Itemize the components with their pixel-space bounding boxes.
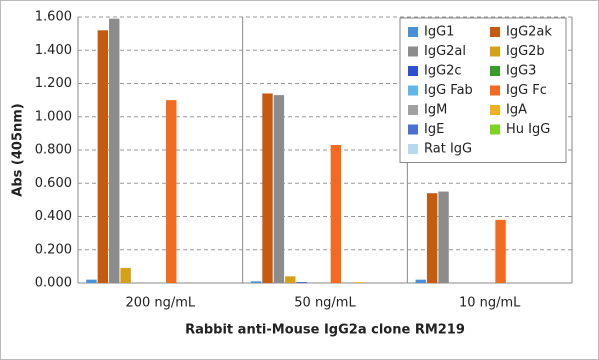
legend-swatch: [408, 66, 418, 76]
legend-label: IgG3: [506, 64, 536, 79]
bar: [330, 145, 342, 283]
legend-label: IgG2ak: [506, 25, 552, 40]
y-tick-label: 1.600: [35, 10, 72, 25]
legend-swatch: [490, 105, 500, 115]
x-tick-label: 200 ng/mL: [125, 296, 195, 311]
y-tick-label: 0.400: [35, 209, 72, 224]
legend-swatch: [408, 144, 418, 154]
legend-label: IgG2al: [424, 44, 466, 59]
legend-label: IgG2c: [424, 64, 462, 79]
legend-swatch: [490, 124, 500, 135]
legend-label: IgM: [424, 103, 447, 118]
legend-label: IgG Fab: [424, 83, 473, 98]
y-tick-label: 1.200: [35, 76, 72, 91]
legend-label: IgA: [506, 103, 527, 118]
x-axis-label: Rabbit anti-Mouse IgG2a clone RM219: [185, 323, 465, 338]
legend-swatch: [408, 105, 418, 115]
bar: [296, 282, 307, 283]
legend-swatch: [408, 85, 418, 96]
bar: [109, 18, 120, 283]
legend-swatch: [490, 46, 500, 57]
bar: [273, 95, 285, 283]
x-tick-label: 50 ng/mL: [294, 296, 356, 311]
legend-swatch: [408, 46, 418, 57]
bar: [353, 282, 364, 283]
legend-swatch: [490, 66, 500, 76]
bar: [438, 191, 449, 283]
x-tick-label: 10 ng/mL: [459, 296, 521, 311]
bar: [86, 279, 97, 283]
legend-label: Hu IgG: [506, 122, 550, 137]
y-tick-label: 0.000: [35, 276, 72, 291]
legend-label: IgG Fc: [506, 83, 547, 98]
bar: [415, 279, 426, 283]
legend-swatch: [490, 27, 500, 37]
legend-swatch: [408, 27, 418, 37]
y-tick-label: 1.000: [35, 109, 72, 124]
legend-box: [399, 17, 567, 163]
bar: [120, 268, 131, 283]
legend-label: IgG1: [424, 25, 454, 40]
bar: [166, 100, 177, 283]
y-tick-label: 0.800: [35, 143, 72, 158]
y-tick-label: 1.400: [35, 43, 72, 58]
legend-label: Rat IgG: [424, 142, 472, 157]
bar: [285, 276, 296, 283]
bar: [495, 219, 506, 283]
legend-label: IgE: [424, 122, 444, 137]
bar: [262, 93, 273, 283]
legend-swatch: [408, 124, 418, 135]
y-tick-label: 0.600: [35, 176, 72, 191]
bar: [250, 281, 262, 283]
legend-swatch: [490, 85, 500, 96]
legend-label: IgG2b: [506, 44, 545, 59]
bar: [426, 193, 438, 283]
y-axis-label: Abs (405nm): [11, 103, 26, 196]
bar: [97, 30, 109, 283]
y-tick-label: 0.200: [35, 242, 72, 257]
